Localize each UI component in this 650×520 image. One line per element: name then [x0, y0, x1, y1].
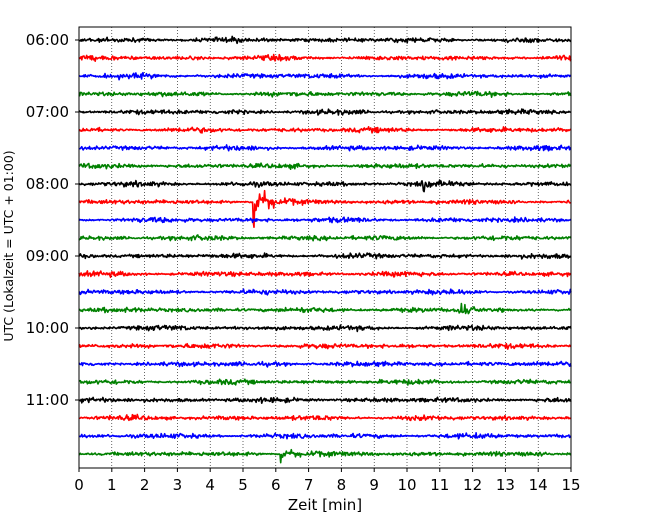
trace-1100: [78, 396, 572, 405]
trace-1115: [78, 413, 572, 422]
x-tick-label: 6: [271, 476, 281, 494]
trace-0645: [78, 90, 572, 98]
x-tick-label: 12: [463, 476, 482, 494]
y-tick-label: 10:00: [26, 319, 69, 337]
y-tick-label: 11:00: [26, 391, 69, 409]
x-tick-label: 8: [337, 476, 347, 494]
trace-0930: [78, 288, 572, 296]
x-tick-label: 14: [529, 476, 548, 494]
trace-0900: [78, 252, 572, 260]
trace-group: [78, 35, 572, 464]
y-axis: 06:00 07:00 08:00 09:00 10:00 11:00: [26, 31, 79, 409]
trace-0600: [78, 35, 572, 45]
trace-0730: [78, 144, 572, 152]
x-tick-label: 15: [561, 476, 580, 494]
plot-frame: [78, 26, 572, 469]
trace-0800: [78, 179, 572, 193]
trace-0845: [78, 234, 572, 242]
trace-1000: [78, 324, 572, 333]
trace-0615: [78, 53, 572, 63]
x-tick-label: 11: [430, 476, 449, 494]
x-tick-label: 1: [107, 476, 117, 494]
x-tick-label: 10: [397, 476, 416, 494]
trace-1145: [78, 448, 572, 464]
x-tick-label: 5: [238, 476, 248, 494]
trace-0745: [78, 162, 572, 170]
trace-0830: [78, 216, 572, 224]
trace-0700: [78, 108, 572, 116]
x-tick-label: 3: [173, 476, 183, 494]
x-axis-label: Zeit [min]: [288, 496, 362, 514]
trace-0945: [78, 302, 572, 315]
trace-0715: [78, 126, 572, 134]
y-tick-label: 08:00: [26, 175, 69, 193]
y-tick-label: 06:00: [26, 31, 69, 49]
trace-1015: [78, 342, 572, 350]
y-tick-label: 09:00: [26, 247, 69, 265]
y-axis-label: UTC (Lokalzeit = UTC + 01:00): [1, 150, 16, 341]
trace-0915: [78, 270, 572, 279]
trace-1030: [78, 360, 572, 368]
y-tick-label: 07:00: [26, 103, 69, 121]
x-tick-label: 7: [304, 476, 314, 494]
trace-0630: [78, 71, 572, 81]
trace-1045: [78, 378, 572, 386]
x-axis: 0 1 2 3 4 5 6 7 8 9 10 11 12 13 14 15: [74, 468, 581, 494]
plot-background: [79, 27, 571, 468]
trace-1130: [78, 431, 572, 440]
x-tick-label: 2: [140, 476, 150, 494]
x-tick-label: 13: [496, 476, 515, 494]
x-tick-label: 0: [74, 476, 84, 494]
x-tick-label: 9: [369, 476, 379, 494]
x-tick-label: 4: [205, 476, 215, 494]
trace-0815: [78, 189, 572, 228]
